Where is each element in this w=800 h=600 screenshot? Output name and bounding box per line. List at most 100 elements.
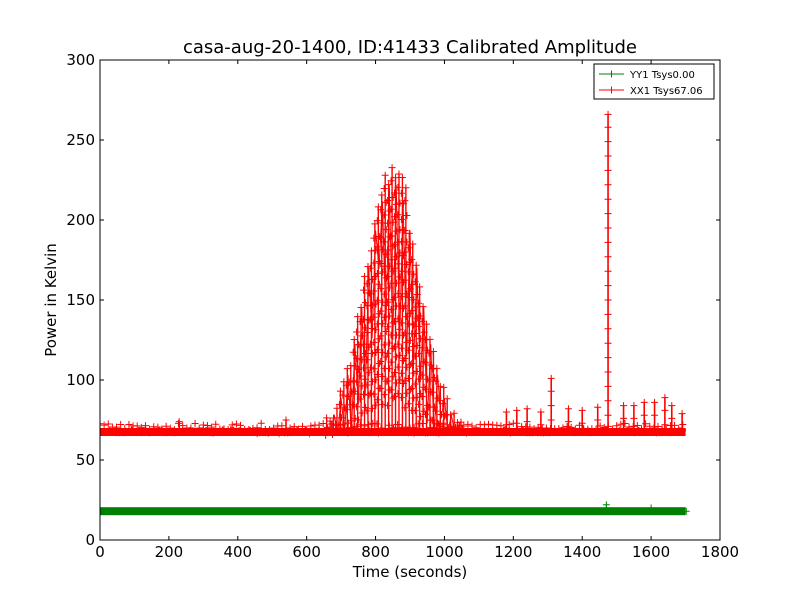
xx1-point <box>370 365 378 373</box>
xx1-point <box>380 238 388 246</box>
legend-marker <box>608 70 615 78</box>
yy1-band <box>100 507 686 516</box>
xx1-point <box>228 421 236 429</box>
xx1-point <box>472 424 480 432</box>
xx1-point <box>397 344 405 352</box>
xx1-point <box>113 423 121 431</box>
xx1-point <box>245 425 253 433</box>
xx1-point <box>433 364 441 372</box>
xx1-point <box>415 375 423 383</box>
x-tick-label: 1400 <box>563 543 601 561</box>
xx1-point <box>378 191 386 199</box>
legend-box <box>593 63 715 100</box>
xx1-point <box>366 264 374 272</box>
xx1-point <box>440 383 448 391</box>
xx1-point <box>282 416 290 424</box>
xx1-point <box>350 335 358 343</box>
xx1-point <box>501 425 509 433</box>
xx1-point <box>600 424 608 432</box>
xx1-point <box>401 302 409 310</box>
xx1-point <box>405 229 413 237</box>
xx1-point <box>435 422 443 430</box>
xx1-point <box>415 299 423 307</box>
xx1-point <box>580 424 588 432</box>
xx1-point <box>640 398 648 406</box>
xx1-point <box>633 422 641 430</box>
xx1-point <box>381 171 389 179</box>
xx1-point <box>604 224 612 232</box>
xx1-point <box>415 350 423 358</box>
xx1-point <box>187 424 195 432</box>
xx1-point <box>411 380 419 388</box>
axis-ticks: 0 200 400 600 800 1000 1200 1400 1600 1800 0 50 100 1… <box>66 51 739 561</box>
xx1-point <box>220 425 228 433</box>
legend-label-yy1: YY1 Tsys0.00 <box>629 70 695 81</box>
xx1-point <box>403 212 411 220</box>
xx1-point <box>436 382 444 390</box>
xx1-point <box>480 421 488 429</box>
xx1-point <box>668 414 676 422</box>
xx1-point <box>678 410 686 418</box>
xx1-point <box>366 389 374 397</box>
xx1-point <box>604 210 612 218</box>
xx1-point <box>387 232 395 240</box>
xx1-point <box>357 303 365 311</box>
xx1-point <box>547 402 555 410</box>
xx1-point <box>303 425 311 433</box>
xx1-point <box>343 365 351 373</box>
xx1-point <box>439 423 447 431</box>
xx1-point <box>578 406 586 414</box>
xx1-point <box>249 424 257 432</box>
xx1-point <box>564 418 572 426</box>
series-yy1 <box>100 501 690 516</box>
xx1-point <box>162 422 170 430</box>
xx1-point <box>397 394 405 402</box>
xx1-point <box>418 393 426 401</box>
xx1-point <box>625 423 633 431</box>
yy1-point <box>647 504 655 512</box>
xx1-point <box>257 419 265 427</box>
xx1-point <box>604 282 612 290</box>
xx1-point <box>121 425 129 433</box>
xx1-point <box>179 422 187 430</box>
xx1-point <box>668 402 676 410</box>
xx1-point <box>604 110 612 118</box>
xx1-point <box>640 411 648 419</box>
xx1-point <box>373 296 381 304</box>
xx1-point <box>604 152 612 160</box>
xx1-point <box>373 396 381 404</box>
xx1-point <box>117 421 125 429</box>
xx1-point <box>555 425 563 433</box>
xx1-point <box>319 420 327 428</box>
xx1-point <box>609 425 617 433</box>
plot-area <box>100 110 690 516</box>
xx1-point <box>353 328 361 336</box>
xx1-point <box>387 358 395 366</box>
xx1-point <box>604 267 612 275</box>
xx1-point <box>402 184 410 192</box>
xx1-point <box>270 424 278 432</box>
xx1-point <box>408 384 416 392</box>
xx1-point <box>361 272 369 280</box>
xx1-point <box>339 391 347 399</box>
xx1-point <box>604 354 612 362</box>
xx1-point <box>392 174 400 182</box>
xx1-point <box>349 401 357 409</box>
xx1-point <box>604 310 612 318</box>
x-axis-label: Time (seconds) <box>352 563 468 581</box>
xx1-point <box>642 420 650 428</box>
xx1-point <box>397 189 405 197</box>
xx1-point <box>340 378 348 386</box>
xx1-point <box>354 313 362 321</box>
xx1-point <box>584 425 592 433</box>
xx1-point <box>307 422 315 430</box>
xx1-point <box>604 411 612 419</box>
xx1-point <box>411 407 419 415</box>
xx1-point <box>380 185 388 193</box>
xx1-point <box>290 423 298 431</box>
xx1-point <box>604 339 612 347</box>
xx1-point <box>373 371 381 379</box>
xx1-point <box>377 307 385 315</box>
yy1-point <box>682 507 690 515</box>
